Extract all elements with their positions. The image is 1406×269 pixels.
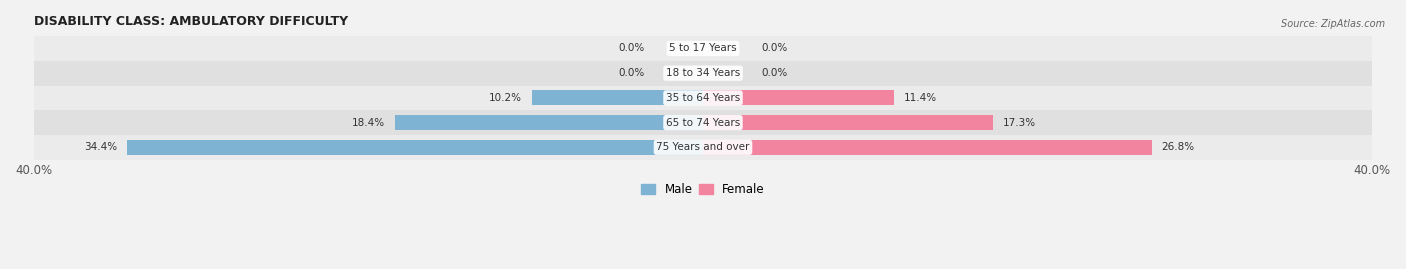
Text: DISABILITY CLASS: AMBULATORY DIFFICULTY: DISABILITY CLASS: AMBULATORY DIFFICULTY xyxy=(34,15,347,28)
Bar xyxy=(395,115,703,130)
Text: 65 to 74 Years: 65 to 74 Years xyxy=(666,118,740,128)
Text: 18.4%: 18.4% xyxy=(352,118,385,128)
Text: 11.4%: 11.4% xyxy=(904,93,936,103)
Bar xyxy=(34,61,1372,86)
Text: 0.0%: 0.0% xyxy=(762,68,787,78)
Bar xyxy=(34,110,1372,135)
Bar xyxy=(128,140,703,155)
Text: 34.4%: 34.4% xyxy=(84,142,117,152)
Text: 0.0%: 0.0% xyxy=(619,68,644,78)
Bar xyxy=(34,86,1372,110)
Text: 0.0%: 0.0% xyxy=(619,44,644,54)
Text: Source: ZipAtlas.com: Source: ZipAtlas.com xyxy=(1281,19,1385,29)
Text: 75 Years and over: 75 Years and over xyxy=(657,142,749,152)
Legend: Male, Female: Male, Female xyxy=(637,178,769,201)
Text: 17.3%: 17.3% xyxy=(1002,118,1036,128)
Text: 5 to 17 Years: 5 to 17 Years xyxy=(669,44,737,54)
Bar xyxy=(34,36,1372,61)
Bar xyxy=(34,135,1372,160)
Text: 26.8%: 26.8% xyxy=(1161,142,1195,152)
Text: 35 to 64 Years: 35 to 64 Years xyxy=(666,93,740,103)
Text: 18 to 34 Years: 18 to 34 Years xyxy=(666,68,740,78)
Bar xyxy=(703,115,993,130)
Text: 10.2%: 10.2% xyxy=(489,93,522,103)
Bar xyxy=(703,140,1152,155)
Bar xyxy=(703,90,894,105)
Text: 0.0%: 0.0% xyxy=(762,44,787,54)
Bar xyxy=(533,90,703,105)
